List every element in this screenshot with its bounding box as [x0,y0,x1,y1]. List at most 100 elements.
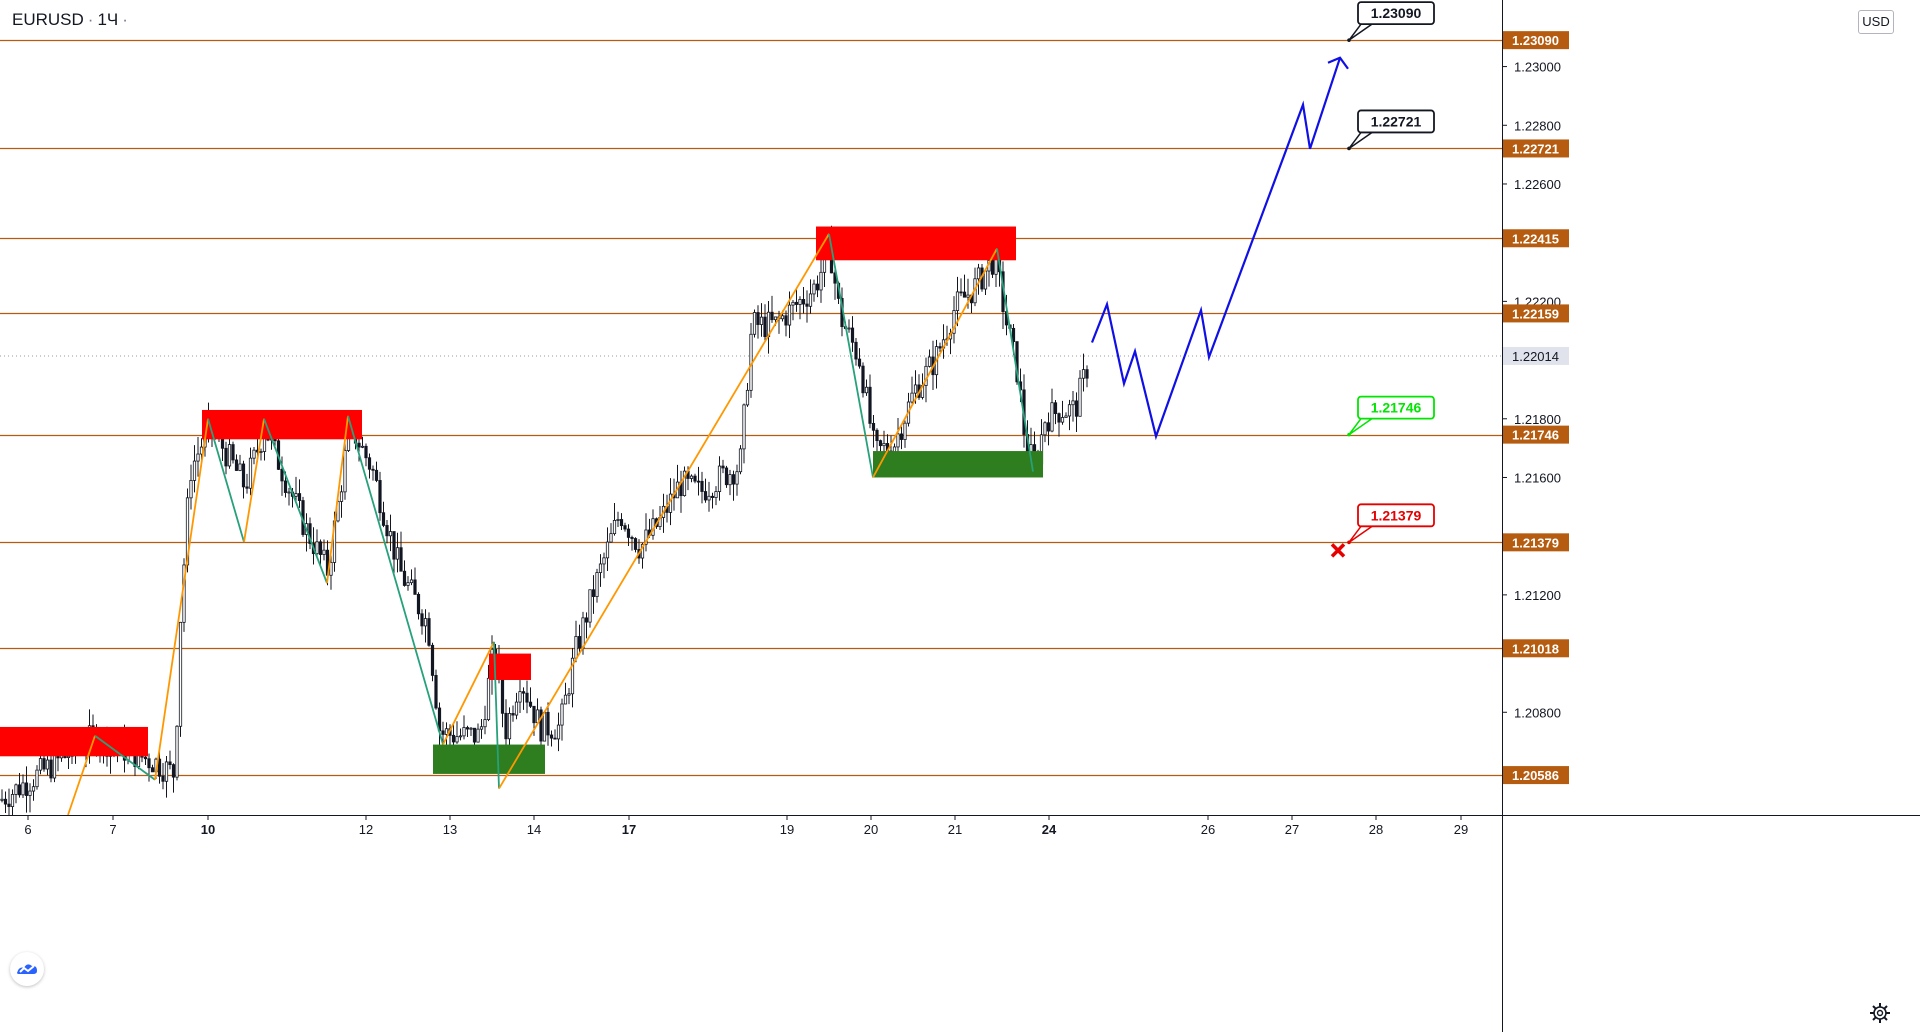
candle [528,687,533,708]
candle-body [1081,369,1086,379]
candle-body [857,358,862,367]
candle-body [952,310,956,334]
candle-body [976,267,981,280]
callout-box [1357,1,1435,26]
candle-body [455,736,459,743]
candle-body [1067,404,1072,417]
candle-body [339,491,344,502]
candle-body [878,440,883,447]
candle [745,382,750,407]
y-tick-label: 1.22600 [1514,177,1561,192]
candle [427,612,431,647]
candle-body [784,315,788,326]
candle [35,765,39,790]
x-tick-label: 7 [109,822,116,837]
candle [612,502,617,536]
currency-badge[interactable]: USD [1858,10,1894,34]
candle [514,692,519,720]
candle [857,348,862,369]
candle-body [1078,377,1082,417]
y-tick-label: 1.21600 [1514,470,1561,485]
zigzag-segment-12 [872,248,998,478]
candle [626,524,631,547]
candle-body [983,270,988,290]
gear-icon[interactable] [1868,1001,1892,1025]
candle [623,522,627,532]
candle [714,486,718,506]
x-tick-label: 6 [24,822,31,837]
candle-body [959,291,963,294]
candle [416,592,421,620]
candle [192,445,197,493]
callout-pointer [1348,525,1373,543]
candle-body [717,465,722,492]
candle-body [168,761,172,766]
candle [248,447,253,496]
candle-body [903,422,907,440]
symbol-title[interactable]: EURUSD · 1Ч · [12,10,128,29]
candle [983,270,988,296]
candle [749,322,753,398]
level-price-label: 1.21018 [1512,641,1559,656]
candle [14,783,18,804]
candle [24,766,29,813]
tradingview-logo-icon[interactable] [10,952,44,986]
candle-body [850,327,855,343]
candle [927,349,932,368]
zigzag-segment-4 [243,418,265,543]
candle-body [143,756,148,760]
candle [280,456,284,496]
candle-body [283,480,288,493]
candle-body [854,341,858,360]
candle-body [185,497,190,566]
candle-body [955,291,960,311]
candle-body [66,755,71,759]
candle-body [707,495,711,501]
candle-body [794,301,799,305]
candle-body [815,283,820,291]
x-tick-label: 10 [201,822,215,837]
candle [360,436,365,449]
price-callouts: 1.23090 1.22721 1.21746 1.21379 [1330,1,1435,558]
candle-body [861,365,865,394]
callout-label: 1.23090 [1371,5,1422,21]
candle-body [427,618,431,646]
candle-body [381,512,386,526]
candle [143,756,148,766]
candle-body [871,422,876,431]
candle-body [297,493,302,501]
candle-body [238,463,242,471]
level-price-tag [1503,229,1569,248]
candle-body [598,563,603,573]
supply-zone-4 [816,226,1016,261]
candle-body [759,316,764,325]
candle [1074,392,1079,433]
zigzag-segment-6 [326,415,349,584]
candle [392,531,396,574]
y-tick-label: 1.20800 [1514,705,1561,720]
level-price-label: 1.22721 [1512,141,1559,156]
candle [556,712,561,752]
candle-body [521,691,526,694]
candle-body [24,782,29,796]
callout-label: 1.21746 [1371,400,1422,416]
zigzag-segment-1 [94,735,156,781]
candle [1067,399,1072,431]
candle [3,791,8,814]
callout-pointer [1348,131,1373,150]
candle-body [469,727,473,730]
candle [759,303,764,337]
x-tick-label: 20 [864,822,878,837]
current-price-tag [1503,346,1569,365]
candle-body [724,467,729,486]
candle [616,511,620,528]
candle [675,464,680,499]
candle-body [773,316,778,321]
candle-body [161,775,165,782]
candle [399,531,403,572]
candle-body [507,713,512,740]
x-tick-label: 14 [527,822,541,837]
candle-body [549,734,554,739]
supply-demand-zones [0,226,1043,774]
